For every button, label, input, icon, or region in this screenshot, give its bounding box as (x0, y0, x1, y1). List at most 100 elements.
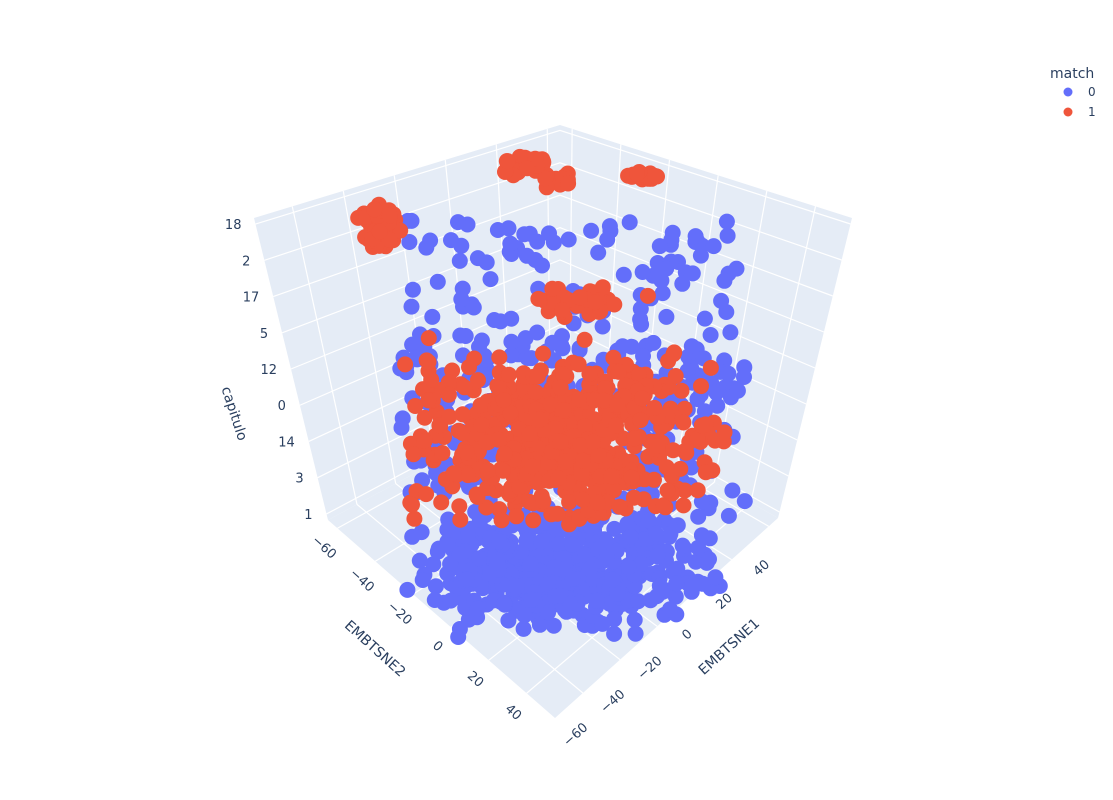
point-match-0[interactable] (427, 578, 444, 595)
point-match-0[interactable] (701, 551, 717, 568)
point-match-1[interactable] (544, 280, 561, 297)
point-match-1[interactable] (716, 424, 733, 441)
point-match-0[interactable] (690, 539, 707, 556)
point-match-1[interactable] (639, 287, 656, 304)
point-match-0[interactable] (713, 292, 730, 309)
point-match-0[interactable] (620, 559, 637, 575)
point-match-0[interactable] (701, 530, 718, 547)
point-match-0[interactable] (718, 213, 735, 230)
point-match-1[interactable] (529, 368, 546, 385)
point-match-0[interactable] (515, 620, 532, 637)
point-match-0[interactable] (496, 595, 513, 612)
point-match-1[interactable] (589, 494, 606, 511)
point-match-0[interactable] (393, 419, 410, 436)
point-match-0[interactable] (429, 273, 446, 290)
point-match-1[interactable] (470, 372, 486, 389)
point-match-1[interactable] (404, 496, 420, 513)
point-match-1[interactable] (570, 356, 587, 373)
point-match-0[interactable] (604, 571, 621, 588)
point-match-1[interactable] (445, 465, 462, 482)
point-match-0[interactable] (674, 275, 691, 292)
point-match-1[interactable] (478, 434, 495, 451)
point-match-0[interactable] (614, 338, 631, 355)
point-match-1[interactable] (418, 486, 435, 503)
point-match-1[interactable] (440, 386, 457, 403)
point-match-0[interactable] (716, 272, 733, 289)
point-match-0[interactable] (450, 214, 466, 231)
point-match-0[interactable] (491, 533, 508, 550)
point-match-0[interactable] (503, 347, 520, 364)
point-match-1[interactable] (571, 289, 588, 306)
point-match-0[interactable] (722, 324, 739, 341)
point-match-0[interactable] (632, 311, 649, 328)
point-match-0[interactable] (482, 271, 499, 288)
point-match-1[interactable] (537, 170, 554, 187)
point-match-1[interactable] (405, 446, 422, 463)
point-match-0[interactable] (531, 616, 548, 633)
point-match-0[interactable] (674, 537, 691, 554)
point-match-1[interactable] (490, 431, 507, 448)
point-match-0[interactable] (503, 333, 520, 350)
point-match-0[interactable] (583, 222, 600, 239)
point-match-1[interactable] (479, 462, 496, 479)
point-match-0[interactable] (489, 554, 506, 571)
point-match-0[interactable] (702, 327, 719, 343)
point-match-0[interactable] (442, 592, 459, 609)
point-match-0[interactable] (533, 533, 550, 550)
point-match-1[interactable] (466, 350, 483, 367)
point-match-1[interactable] (595, 392, 612, 409)
point-match-0[interactable] (453, 291, 470, 308)
point-match-1[interactable] (472, 397, 489, 414)
point-match-1[interactable] (606, 296, 623, 313)
point-match-1[interactable] (420, 354, 437, 370)
point-match-1[interactable] (647, 168, 664, 184)
point-match-1[interactable] (697, 464, 714, 481)
point-match-0[interactable] (439, 536, 456, 553)
point-match-1[interactable] (634, 390, 651, 407)
point-match-1[interactable] (535, 345, 551, 362)
point-match-0[interactable] (545, 617, 562, 634)
point-match-0[interactable] (411, 552, 428, 569)
point-match-1[interactable] (452, 511, 469, 528)
point-match-0[interactable] (708, 384, 725, 401)
point-match-1[interactable] (590, 447, 607, 464)
point-match-1[interactable] (577, 418, 593, 435)
point-match-1[interactable] (493, 512, 510, 529)
point-match-1[interactable] (521, 493, 538, 510)
point-match-0[interactable] (707, 569, 724, 586)
point-match-0[interactable] (684, 265, 701, 282)
point-match-1[interactable] (433, 494, 450, 511)
point-match-1[interactable] (440, 374, 457, 391)
point-match-1[interactable] (676, 482, 693, 499)
point-match-0[interactable] (534, 257, 550, 274)
point-match-1[interactable] (502, 404, 519, 421)
point-match-0[interactable] (594, 318, 611, 335)
point-match-0[interactable] (649, 588, 665, 605)
point-match-0[interactable] (640, 512, 657, 529)
point-match-0[interactable] (439, 521, 456, 538)
point-match-1[interactable] (675, 497, 692, 514)
point-match-0[interactable] (720, 365, 737, 382)
point-match-1[interactable] (594, 279, 611, 296)
point-match-0[interactable] (471, 550, 487, 567)
point-match-0[interactable] (609, 585, 626, 602)
point-match-0[interactable] (489, 222, 506, 238)
point-match-0[interactable] (729, 382, 746, 399)
point-match-1[interactable] (397, 356, 414, 373)
point-match-0[interactable] (516, 226, 533, 243)
legend-item-0[interactable]: 0 (1063, 85, 1096, 99)
point-match-0[interactable] (615, 266, 632, 283)
point-match-1[interactable] (591, 468, 608, 485)
point-match-1[interactable] (572, 437, 589, 454)
point-match-1[interactable] (609, 396, 626, 413)
point-match-1[interactable] (460, 467, 476, 484)
point-match-1[interactable] (508, 508, 525, 525)
point-match-1[interactable] (549, 505, 566, 522)
point-match-1[interactable] (441, 408, 458, 425)
point-match-0[interactable] (522, 555, 539, 572)
point-match-0[interactable] (458, 571, 475, 588)
point-match-1[interactable] (673, 382, 690, 399)
point-match-0[interactable] (508, 578, 525, 595)
point-match-1[interactable] (649, 438, 666, 454)
